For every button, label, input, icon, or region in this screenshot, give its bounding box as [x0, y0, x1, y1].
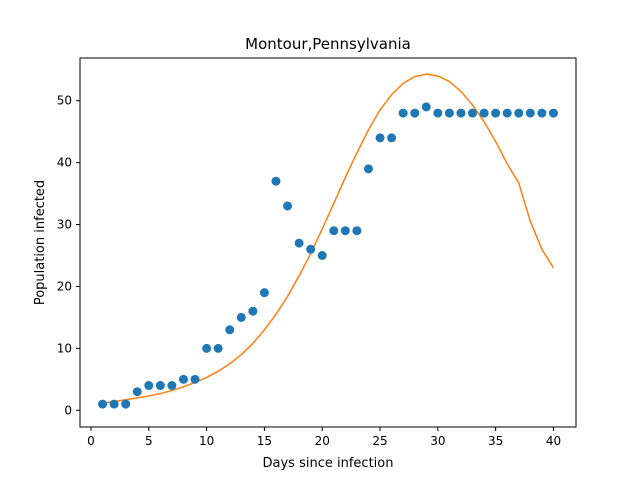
x-tick-label: 25 [372, 434, 387, 448]
data-point [352, 226, 362, 236]
x-tick-label: 15 [257, 434, 272, 448]
data-point [190, 374, 200, 384]
data-point [537, 108, 547, 118]
data-point [236, 312, 246, 322]
data-point [167, 381, 177, 391]
data-point [479, 108, 489, 118]
data-point [468, 108, 478, 118]
x-tick-label: 40 [546, 434, 561, 448]
data-point [502, 108, 512, 118]
data-point [514, 108, 524, 118]
data-point [283, 201, 293, 211]
data-point [98, 399, 108, 409]
data-point [294, 238, 304, 248]
data-point [444, 108, 454, 118]
data-point [317, 251, 327, 260]
y-tick-label: 0 [64, 403, 72, 417]
data-point [121, 399, 131, 409]
x-tick-label: 30 [430, 434, 445, 448]
x-tick-label: 0 [87, 434, 95, 448]
data-point [109, 399, 119, 409]
data-point [144, 381, 154, 391]
data-point [259, 288, 269, 298]
data-point [398, 108, 408, 118]
y-tick-label: 20 [57, 279, 72, 293]
chart-title: Montour,Pennsylvania [245, 35, 411, 53]
data-point [375, 133, 385, 143]
y-tick-label: 50 [57, 94, 72, 108]
data-point [491, 108, 501, 118]
data-point [155, 381, 165, 391]
y-axis-ticks: 0 10 20 30 40 50 [57, 94, 80, 417]
data-point [306, 244, 316, 254]
data-point [248, 306, 258, 316]
data-point [329, 226, 339, 236]
data-point [132, 387, 142, 397]
data-point [433, 108, 443, 118]
data-point [363, 164, 373, 174]
data-point [340, 226, 350, 236]
x-tick-label: 5 [145, 434, 153, 448]
data-point [213, 343, 223, 353]
data-point [271, 176, 281, 186]
data-point [410, 108, 420, 118]
plot-area [80, 58, 576, 427]
data-point [525, 108, 535, 118]
x-tick-label: 20 [315, 434, 330, 448]
x-tick-label: 35 [488, 434, 503, 448]
series-layer [98, 73, 558, 409]
data-point [548, 108, 558, 118]
x-axis-label: Days since infection [263, 456, 394, 471]
y-tick-label: 30 [57, 218, 72, 232]
fitted-curve-line [102, 73, 555, 404]
y-axis-label: Population infected [33, 180, 48, 305]
data-point [202, 343, 212, 353]
y-tick-label: 10 [57, 341, 72, 355]
x-axis-ticks: 0 5 10 15 20 25 30 35 40 [87, 427, 561, 448]
data-point [225, 325, 235, 335]
plot-frame [79, 57, 577, 428]
x-tick-label: 10 [199, 434, 214, 448]
y-tick-label: 40 [57, 156, 72, 170]
data-point [421, 102, 431, 112]
data-point [456, 108, 466, 118]
data-point [178, 374, 188, 384]
data-point [387, 133, 397, 143]
